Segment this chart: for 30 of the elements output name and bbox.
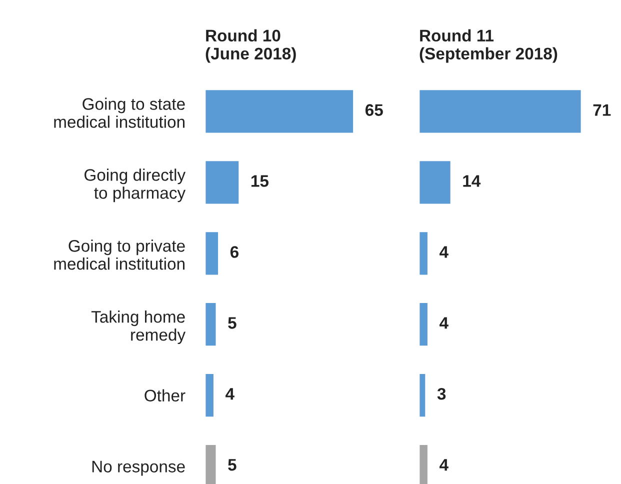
data-label: 4 — [226, 388, 234, 400]
bar — [419, 160, 452, 206]
data-label: 4 — [440, 459, 448, 471]
bar — [205, 302, 218, 348]
y-tick-label: No response — [92, 460, 185, 476]
y-tick-label: Going to private medical institution — [54, 240, 185, 270]
data-label: 65 — [365, 104, 383, 116]
chart-title: Round 10 (June 2018) — [206, 29, 296, 63]
data-label: 3 — [437, 388, 446, 400]
bar — [205, 372, 215, 418]
bar — [205, 230, 220, 276]
data-label: 4 — [440, 317, 448, 329]
y-tick-label: Going directly to pharmacy — [84, 168, 186, 202]
bar — [419, 302, 429, 348]
bar — [205, 88, 354, 134]
bar — [205, 160, 240, 206]
bar — [419, 88, 582, 134]
bar — [419, 372, 427, 418]
data-label: 4 — [440, 246, 448, 258]
chart-title: Round 11 (September 2018) — [420, 29, 558, 63]
y-tick-label: Taking home remedy — [91, 310, 186, 344]
data-label: 15 — [251, 175, 269, 187]
y-tick-label: Going to state medical institution — [54, 98, 185, 128]
y-tick-label: Other — [144, 389, 186, 402]
data-label: 71 — [593, 104, 611, 116]
data-label: 5 — [228, 317, 236, 329]
bar — [419, 230, 429, 276]
data-label: 5 — [228, 459, 236, 471]
data-label: 6 — [230, 246, 239, 258]
data-label: 14 — [463, 175, 481, 187]
